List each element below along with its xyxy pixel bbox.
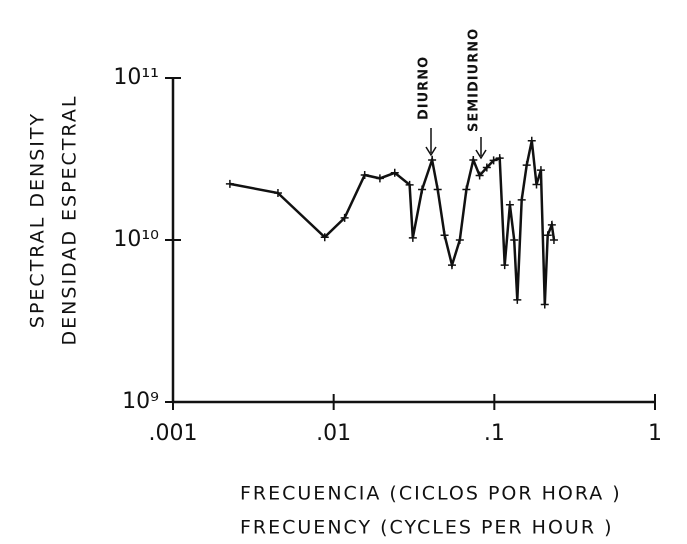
data-point [462,185,471,194]
y-tick-label: 10¹¹ [113,65,159,90]
data-point [540,300,549,309]
y-axis-title: DENSIDAD ESPECTRAL [59,95,81,346]
data-point [510,236,519,244]
data-point [522,161,531,170]
data-point [549,236,558,244]
x-tick-label: 1 [648,421,662,446]
data-point [517,195,526,204]
data-point [340,213,349,222]
data-point [418,185,427,194]
annotation-arrow [425,146,437,157]
data-point [225,179,234,188]
data-point [375,174,384,183]
data-point [320,233,329,242]
x-axis-title: FRECUENCIA (CICLOS POR HORA ) [240,483,622,505]
data-point [405,180,414,189]
data-point [536,166,545,175]
data-point [273,189,282,198]
data-point [482,163,491,172]
data-point [469,155,478,164]
data-point [408,233,417,242]
data-point [527,136,536,145]
y-tick-label: 10¹⁰ [113,227,159,252]
data-point [433,185,442,194]
data-line [229,140,556,305]
data-point [547,220,556,229]
x-axis-title: FRECUENCY (CYCLES PER HOUR ) [240,517,613,539]
data-point [360,170,369,179]
y-tick-label: 10⁹ [122,389,159,414]
x-tick-label: .001 [149,421,198,446]
data-point [532,180,541,189]
data-point [390,168,399,177]
data-point [455,236,464,244]
data-point [513,295,522,304]
data-point [428,155,437,164]
x-tick-label: .1 [484,421,505,446]
data-point [475,171,484,180]
data-point [495,154,504,163]
data-point [500,261,509,270]
annotation-arrow [475,149,487,160]
y-axis-title: SPECTRAL DENSITY [27,112,49,328]
annotation: DIURNO [417,56,432,120]
data-point [505,200,514,209]
data-point [543,231,552,240]
data-point [440,231,449,240]
annotation: SEMIDIURNO [467,28,482,132]
data-point [489,156,498,165]
data-point [447,261,456,270]
x-tick-label: .01 [316,421,351,446]
